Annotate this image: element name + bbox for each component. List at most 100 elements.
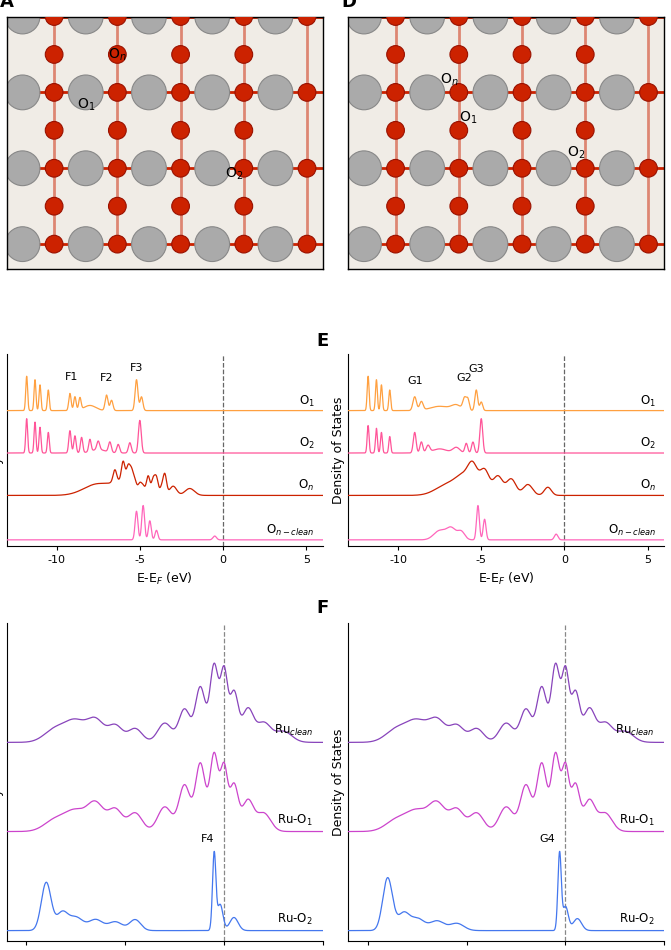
Circle shape [68,227,103,261]
Circle shape [450,160,468,177]
Text: Ru$_{clean}$: Ru$_{clean}$ [615,723,654,738]
Circle shape [386,122,405,140]
Circle shape [195,151,229,185]
Text: O$_1$: O$_1$ [76,97,95,113]
Circle shape [386,160,405,177]
X-axis label: E-E$_F$ (eV): E-E$_F$ (eV) [478,571,535,586]
Circle shape [576,236,594,253]
Circle shape [473,75,508,110]
Circle shape [235,8,253,26]
Circle shape [386,8,405,26]
Circle shape [5,75,40,110]
Circle shape [45,236,63,253]
Circle shape [450,236,468,253]
Circle shape [346,151,381,185]
Circle shape [258,75,293,110]
Circle shape [473,227,508,261]
Y-axis label: Density of States: Density of States [332,396,346,504]
Circle shape [410,0,445,34]
Circle shape [109,122,126,140]
Circle shape [410,75,445,110]
X-axis label: E-E$_F$ (eV): E-E$_F$ (eV) [136,571,193,586]
Text: F1: F1 [65,372,79,382]
Circle shape [298,84,316,102]
Circle shape [599,227,634,261]
Circle shape [513,122,531,140]
Circle shape [132,151,166,185]
Circle shape [195,227,229,261]
Circle shape [410,151,445,185]
Circle shape [109,236,126,253]
Text: Ru-O$_1$: Ru-O$_1$ [619,812,654,827]
Circle shape [258,227,293,261]
Circle shape [68,151,103,185]
Circle shape [410,227,445,261]
Circle shape [5,151,40,185]
Circle shape [599,0,634,34]
Text: G4: G4 [540,834,556,844]
Circle shape [576,122,594,140]
Circle shape [235,84,253,102]
Circle shape [346,75,381,110]
Circle shape [386,236,405,253]
Text: O$_{n-clean}$: O$_{n-clean}$ [608,522,656,538]
Circle shape [258,0,293,34]
Text: Ru-O$_2$: Ru-O$_2$ [277,912,313,926]
Text: O$_1$: O$_1$ [459,109,478,126]
Circle shape [298,8,316,26]
Circle shape [172,122,189,140]
Circle shape [346,0,381,34]
Circle shape [298,160,316,177]
Circle shape [109,160,126,177]
Text: Ru$_{clean}$: Ru$_{clean}$ [274,723,313,738]
Text: F4: F4 [201,834,214,844]
Text: O$_{n-clean}$: O$_{n-clean}$ [266,522,315,538]
Y-axis label: Density of States: Density of States [0,396,4,504]
Circle shape [235,122,253,140]
Circle shape [639,236,658,253]
Circle shape [235,198,253,215]
Text: O$_2$: O$_2$ [640,436,656,451]
Text: O$_n$: O$_n$ [299,478,315,493]
Text: Ru-O$_1$: Ru-O$_1$ [277,812,313,827]
Circle shape [599,151,634,185]
Text: O$_2$: O$_2$ [225,165,244,181]
Text: O$_n$: O$_n$ [440,71,458,88]
Text: F3: F3 [130,364,143,373]
Text: G2: G2 [457,373,472,383]
Circle shape [132,0,166,34]
Circle shape [346,227,381,261]
Circle shape [639,8,658,26]
Circle shape [298,236,316,253]
Circle shape [536,227,571,261]
Circle shape [258,151,293,185]
Circle shape [172,236,189,253]
Circle shape [450,84,468,102]
Circle shape [5,0,40,34]
Circle shape [513,84,531,102]
Text: E: E [317,332,329,351]
Circle shape [450,122,468,140]
Circle shape [45,122,63,140]
Circle shape [386,198,405,215]
Circle shape [235,46,253,64]
Circle shape [639,84,658,102]
Text: O$_1$: O$_1$ [640,393,656,408]
Text: A: A [1,0,14,11]
Circle shape [45,84,63,102]
Circle shape [576,8,594,26]
Text: O$_n$: O$_n$ [640,478,656,493]
Circle shape [450,198,468,215]
Circle shape [235,236,253,253]
Circle shape [576,160,594,177]
Text: F2: F2 [100,373,113,383]
Circle shape [132,227,166,261]
Circle shape [172,198,189,215]
Text: O$_2$: O$_2$ [566,145,585,162]
Circle shape [45,8,63,26]
Circle shape [109,198,126,215]
Circle shape [576,198,594,215]
Text: F: F [317,599,329,618]
Circle shape [172,160,189,177]
Circle shape [599,75,634,110]
